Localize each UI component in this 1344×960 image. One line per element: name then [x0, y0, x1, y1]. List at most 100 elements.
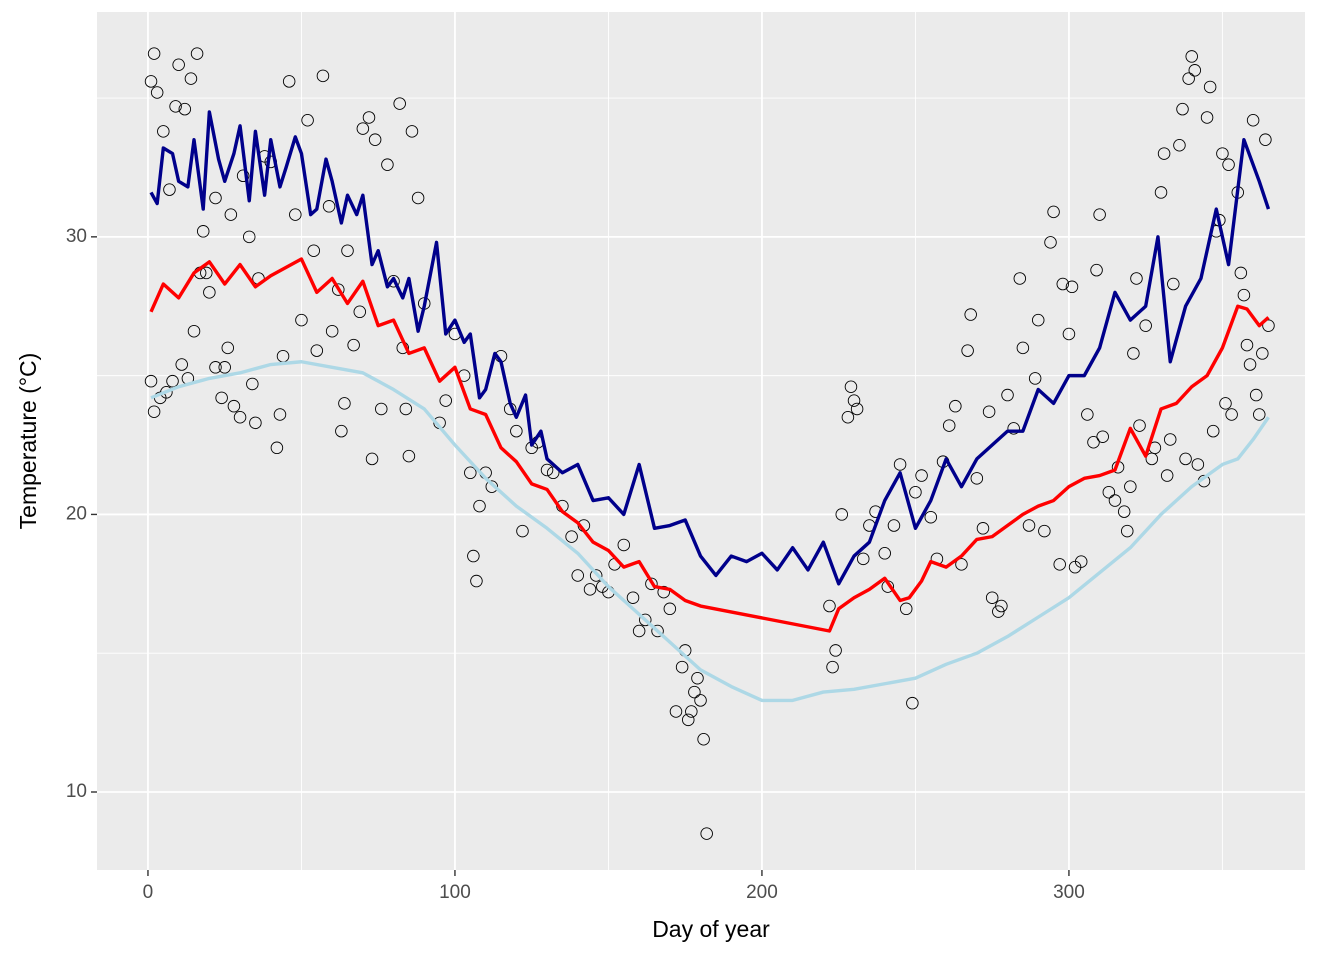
point — [1047, 205, 1060, 219]
point — [1056, 277, 1070, 291]
point — [1096, 430, 1109, 443]
point — [1246, 114, 1260, 127]
point — [1256, 347, 1269, 360]
line — [149, 110, 1271, 586]
point — [657, 585, 670, 599]
point — [906, 696, 919, 710]
point — [632, 624, 646, 638]
point — [964, 308, 977, 321]
point — [878, 547, 891, 560]
point — [249, 416, 262, 430]
point — [203, 286, 216, 299]
point — [1173, 138, 1186, 152]
point — [464, 466, 477, 480]
point — [1262, 319, 1275, 332]
point — [144, 75, 158, 88]
point — [835, 508, 849, 521]
point — [1031, 313, 1045, 327]
point — [1038, 524, 1051, 538]
point — [147, 405, 161, 418]
point — [942, 419, 956, 432]
point — [1090, 263, 1103, 277]
line — [149, 257, 1270, 633]
point — [1163, 433, 1177, 446]
point — [669, 705, 683, 718]
point — [546, 466, 560, 480]
point — [1081, 408, 1094, 421]
point — [995, 599, 1008, 613]
point — [516, 524, 529, 538]
point — [1167, 277, 1180, 291]
point — [356, 122, 370, 135]
point — [405, 125, 419, 138]
point — [571, 569, 584, 582]
point — [976, 522, 990, 535]
point — [893, 458, 907, 471]
point — [1093, 208, 1106, 221]
point — [1249, 388, 1263, 402]
point — [1028, 372, 1042, 385]
point — [1160, 469, 1174, 482]
point — [187, 324, 201, 338]
point — [1176, 102, 1189, 116]
y-axis-title: Temperature (°C) — [15, 353, 41, 530]
point — [224, 208, 238, 221]
point — [387, 275, 400, 288]
point — [307, 244, 320, 257]
point — [697, 733, 710, 746]
point — [1102, 485, 1116, 499]
point — [411, 191, 425, 205]
point — [1139, 319, 1152, 332]
point — [1074, 555, 1088, 568]
point — [685, 705, 698, 718]
point — [1179, 452, 1192, 466]
point — [166, 374, 179, 388]
point — [470, 574, 483, 588]
point — [347, 338, 360, 352]
point — [190, 47, 204, 60]
point — [215, 391, 228, 405]
point — [295, 313, 308, 327]
point — [467, 549, 480, 563]
point — [1133, 419, 1146, 432]
y-tick-label: 10 — [66, 781, 87, 802]
point — [675, 660, 689, 674]
point — [301, 114, 314, 127]
x-tick-label: 300 — [1053, 882, 1085, 903]
x-tick-label: 100 — [439, 882, 471, 903]
point — [178, 102, 192, 116]
point — [924, 510, 938, 524]
point — [909, 485, 922, 499]
point — [1001, 388, 1014, 402]
point — [691, 671, 704, 685]
point — [273, 408, 287, 421]
point — [694, 694, 707, 707]
point — [682, 713, 695, 727]
point — [1219, 397, 1232, 410]
point — [243, 230, 256, 244]
point — [362, 111, 376, 124]
point — [626, 591, 640, 604]
point — [540, 463, 554, 477]
point — [1130, 272, 1143, 285]
point — [1185, 50, 1198, 63]
x-tick-label: 0 — [143, 882, 154, 903]
point — [844, 380, 858, 393]
point — [961, 344, 974, 357]
point — [375, 402, 388, 416]
point — [1087, 435, 1100, 449]
y-tick-label: 20 — [66, 503, 87, 524]
point — [1022, 519, 1036, 532]
point — [1243, 358, 1257, 371]
point — [1240, 338, 1254, 352]
point — [335, 424, 348, 438]
point — [899, 602, 913, 616]
point — [1121, 524, 1134, 538]
point — [1154, 186, 1168, 199]
point — [823, 599, 836, 613]
point — [1237, 288, 1251, 302]
point — [1127, 347, 1140, 360]
point — [1182, 72, 1195, 85]
point — [1188, 64, 1202, 77]
